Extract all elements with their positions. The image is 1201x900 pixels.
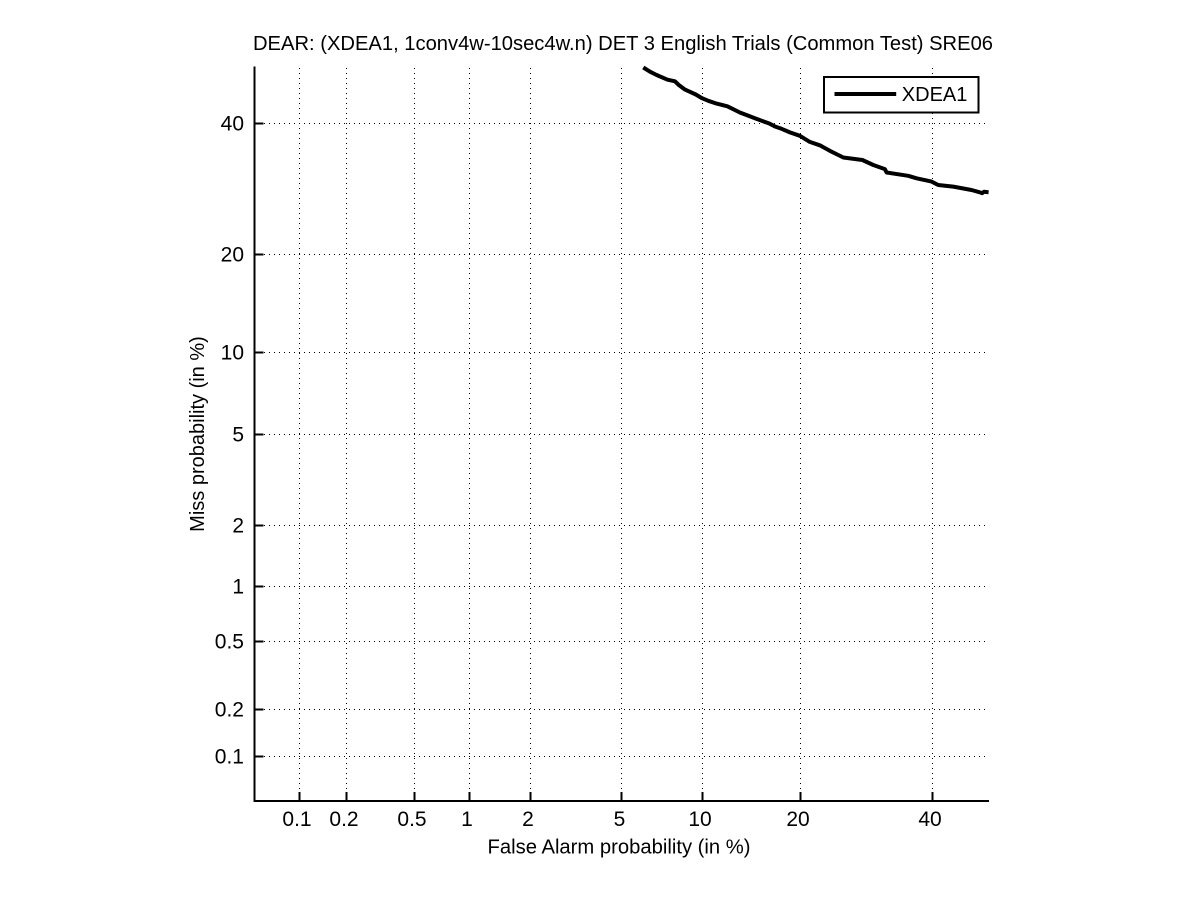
- svg-text:0.2: 0.2: [329, 808, 358, 831]
- svg-text:40: 40: [221, 113, 244, 136]
- svg-text:XDEA1: XDEA1: [902, 84, 968, 106]
- svg-text:20: 20: [786, 808, 809, 831]
- svg-text:0.2: 0.2: [215, 699, 244, 722]
- svg-text:5: 5: [614, 808, 626, 831]
- svg-text:DEAR: (XDEA1, 1conv4w-10sec4w.: DEAR: (XDEA1, 1conv4w-10sec4w.n) DET 3 E…: [253, 33, 993, 55]
- svg-text:5: 5: [232, 424, 244, 447]
- svg-text:0.5: 0.5: [397, 808, 426, 831]
- svg-text:10: 10: [688, 808, 711, 831]
- svg-text:2: 2: [522, 808, 534, 831]
- svg-text:0.5: 0.5: [215, 631, 244, 654]
- svg-text:False Alarm probability (in %): False Alarm probability (in %): [488, 837, 751, 859]
- svg-text:Miss probability (in %): Miss probability (in %): [187, 336, 209, 532]
- svg-text:0.1: 0.1: [215, 746, 244, 769]
- svg-text:20: 20: [221, 244, 244, 267]
- svg-text:1: 1: [232, 576, 244, 599]
- svg-text:10: 10: [221, 342, 244, 365]
- svg-text:40: 40: [918, 808, 941, 831]
- svg-text:2: 2: [232, 515, 244, 538]
- svg-text:1: 1: [461, 808, 473, 831]
- svg-text:0.1: 0.1: [282, 808, 311, 831]
